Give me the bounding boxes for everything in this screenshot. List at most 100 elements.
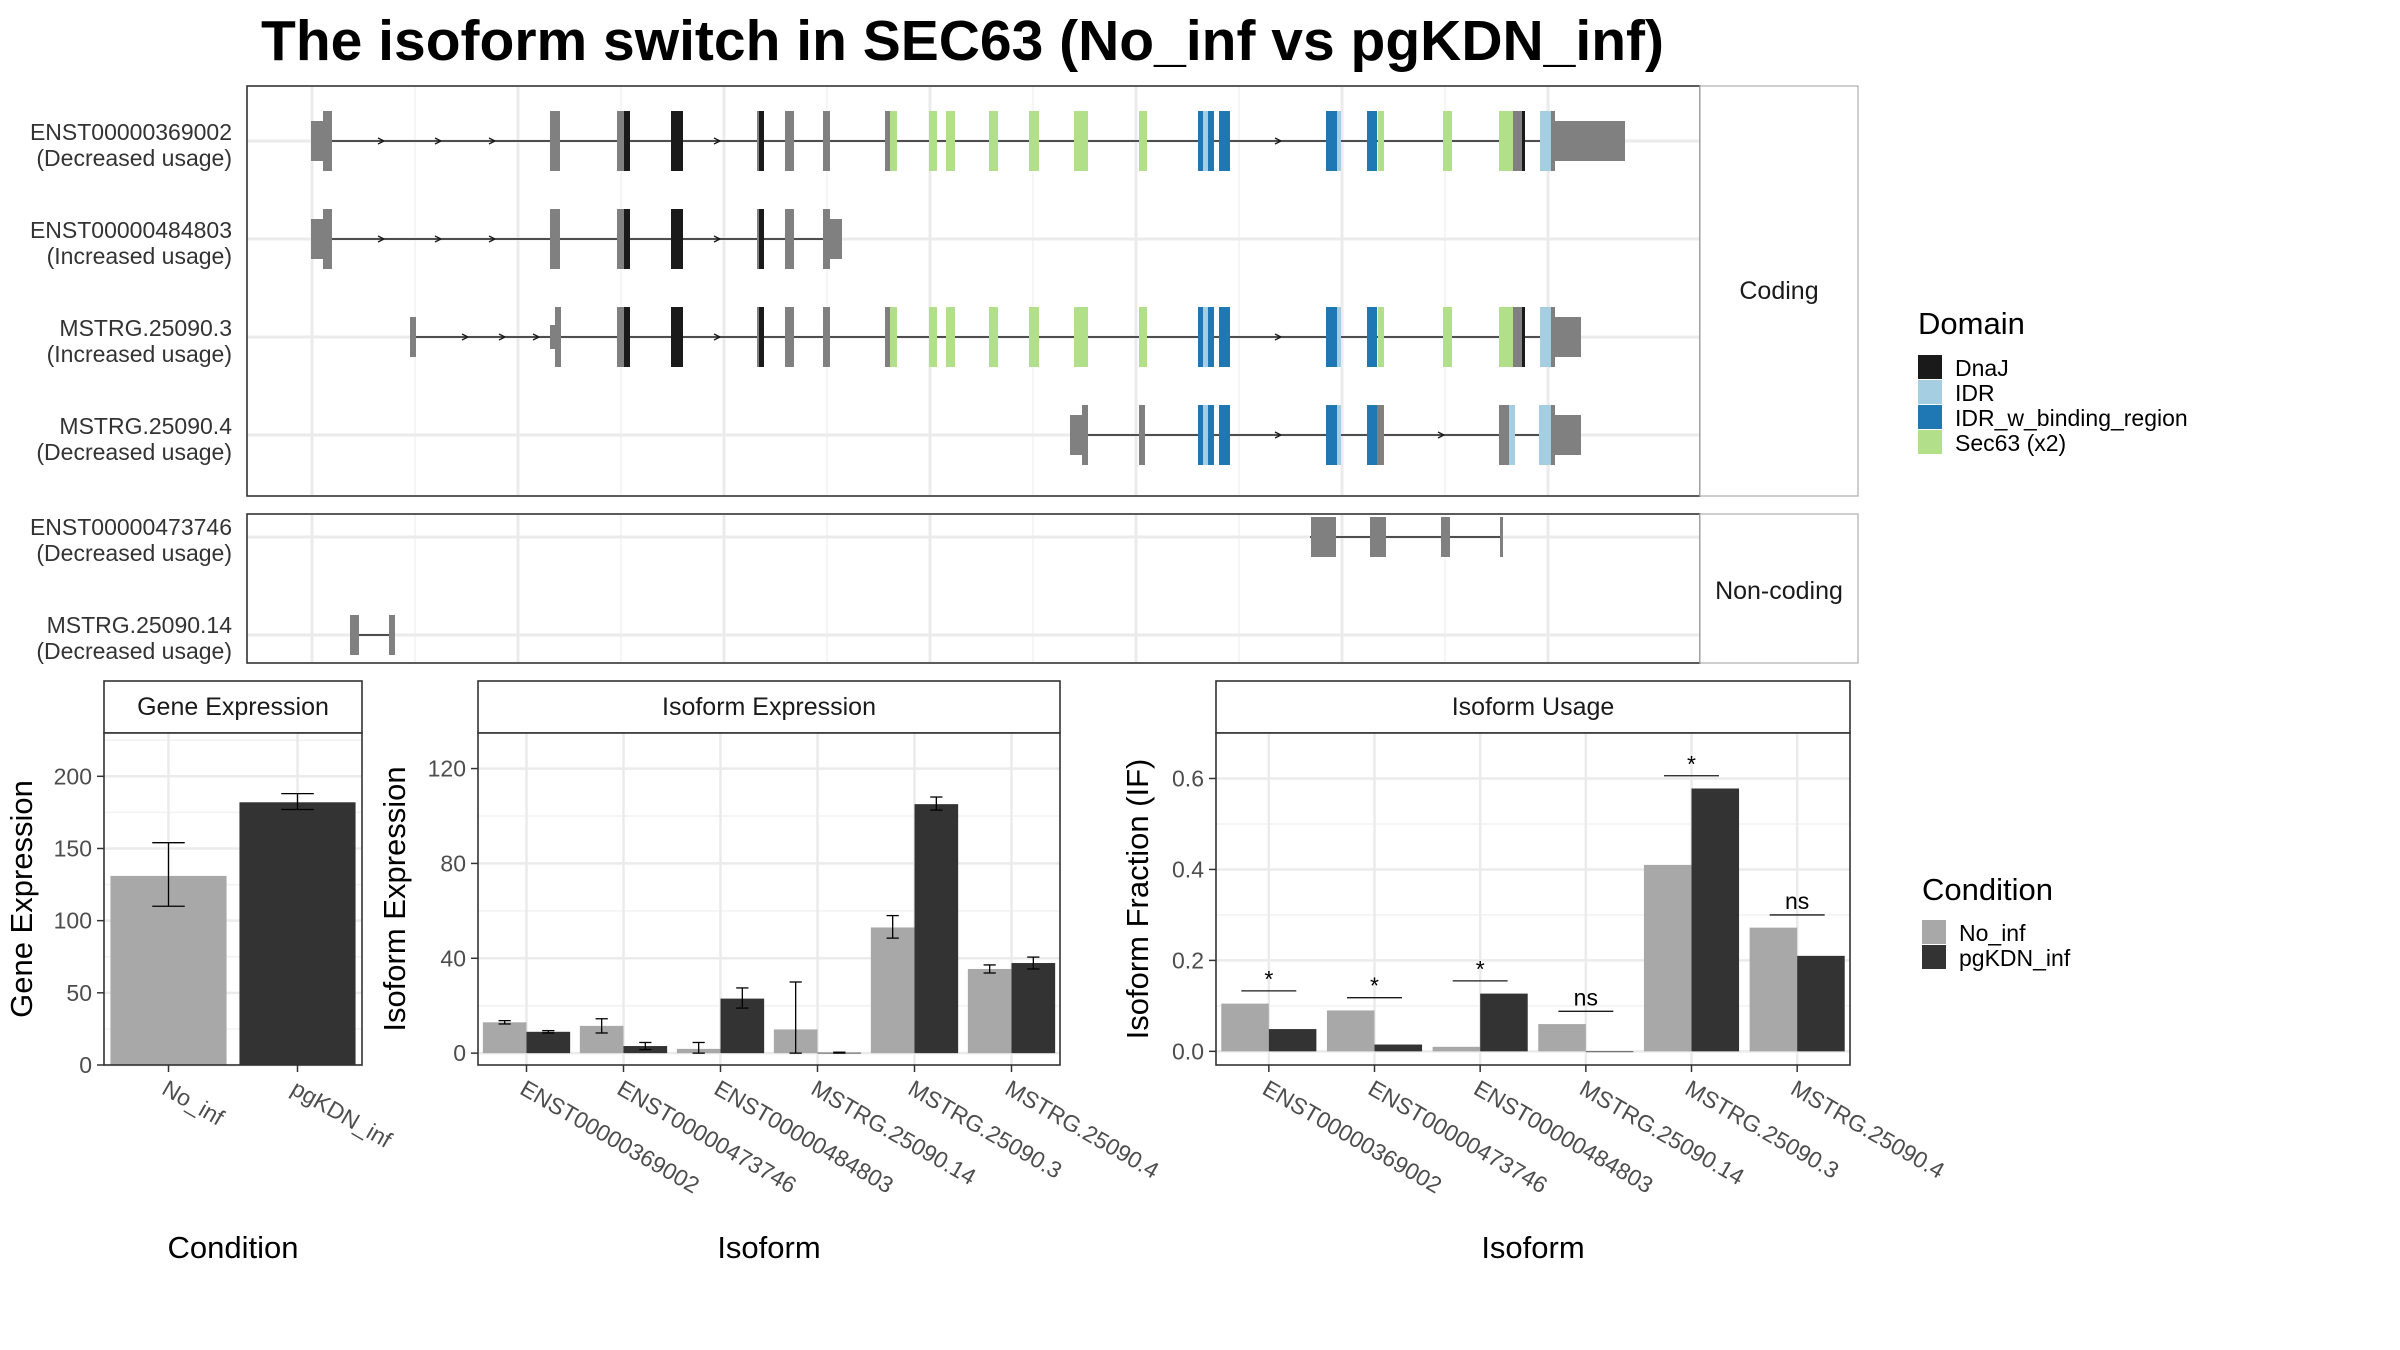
y-tick-label: 200 <box>54 763 92 789</box>
exon <box>1499 307 1513 367</box>
exon <box>946 307 955 367</box>
exon <box>946 111 955 171</box>
figure-title: The isoform switch in SEC63 (No_inf vs p… <box>261 9 1664 73</box>
transcript-usage: (Decreased usage) <box>36 145 232 171</box>
exon <box>1539 405 1552 465</box>
strand-arrow <box>377 137 386 145</box>
bar <box>1011 963 1056 1054</box>
exon <box>555 307 561 367</box>
exon <box>1082 405 1088 465</box>
plot-frame <box>477 732 1061 1066</box>
exon <box>1377 405 1384 465</box>
exon <box>1208 307 1214 367</box>
exon <box>1551 307 1555 367</box>
x-tick-label: ENST00000369002 <box>516 1075 704 1199</box>
exon <box>1029 111 1039 171</box>
transcript-usage: (Increased usage) <box>47 243 232 269</box>
strand-arrow <box>532 333 541 341</box>
exon <box>1367 405 1377 465</box>
exon <box>550 325 558 349</box>
legend-key-no-inf <box>1922 920 1946 944</box>
y-tick-label: 100 <box>54 908 92 934</box>
strand-arrow <box>713 333 722 341</box>
exon <box>1203 111 1208 171</box>
exon <box>989 307 998 367</box>
bar <box>1268 1029 1317 1052</box>
significance-label: ns <box>1574 984 1598 1010</box>
bar <box>1797 955 1845 1052</box>
exon <box>1326 405 1337 465</box>
exon <box>1198 307 1203 367</box>
exon <box>1509 405 1515 465</box>
exon <box>389 615 395 655</box>
exon <box>929 111 937 171</box>
exon <box>1198 405 1203 465</box>
exon <box>624 209 630 269</box>
bar <box>967 968 1012 1054</box>
legend-key-idr <box>1918 380 1942 404</box>
legend-key-sec63 <box>1918 430 1942 454</box>
exon <box>828 219 842 259</box>
exon <box>1203 307 1208 367</box>
exon <box>989 111 998 171</box>
exon <box>1208 405 1214 465</box>
exon <box>1499 111 1513 171</box>
bar <box>1432 1046 1481 1052</box>
exon <box>1370 517 1386 557</box>
exon <box>785 307 794 367</box>
exon <box>1337 405 1341 465</box>
exon <box>885 307 891 367</box>
significance-label: * <box>1687 751 1696 777</box>
isoform-usage-chart: Isoform Usage 0.0 0.2 0.4 0.6 * * * ns * ns ENST000… <box>1120 680 1949 1265</box>
y-tick-label: 120 <box>428 756 466 782</box>
x-tick-label: pgKDN_inf <box>287 1075 397 1153</box>
transcript-name: MSTRG.25090.14 <box>47 612 233 638</box>
exon <box>1378 307 1384 367</box>
strand-arrow <box>377 235 386 243</box>
bar <box>1585 1051 1634 1053</box>
exon <box>1513 111 1522 171</box>
exon <box>624 111 630 171</box>
bar <box>1691 788 1740 1052</box>
bar <box>1326 1010 1375 1052</box>
bar <box>870 927 915 1054</box>
exon <box>1522 111 1525 171</box>
isoform-structure-panels: Coding Non-coding ENST00000369002 (Decre… <box>30 85 1859 664</box>
chart-title: Gene Expression <box>137 693 329 721</box>
exon <box>1326 307 1337 367</box>
exon <box>350 615 359 655</box>
domain-legend: Domain DnaJ IDR IDR_w_binding_region Sec… <box>1918 306 2188 456</box>
condition-legend-title: Condition <box>1922 872 2053 907</box>
transcript-usage: (Decreased usage) <box>36 540 232 566</box>
exon <box>1441 517 1450 557</box>
bar <box>1480 993 1528 1052</box>
significance-label: ns <box>1785 888 1809 914</box>
legend-key-dnaj <box>1918 355 1942 379</box>
exon <box>1554 121 1625 161</box>
exon <box>1203 405 1208 465</box>
exon <box>1311 517 1336 557</box>
exon <box>1443 307 1452 367</box>
exon <box>929 307 937 367</box>
transcript-name: ENST00000369002 <box>30 119 232 145</box>
exon <box>1513 307 1522 367</box>
exon <box>1443 111 1452 171</box>
bar <box>1538 1024 1586 1052</box>
bar <box>526 1031 571 1054</box>
y-axis-title: Isoform Expression <box>377 766 412 1031</box>
bar <box>1374 1044 1423 1052</box>
exon <box>1540 111 1553 171</box>
chart-title-strip <box>1215 680 1851 734</box>
exon <box>1208 111 1214 171</box>
exon <box>1554 317 1581 357</box>
exon <box>550 209 560 269</box>
strand-arrow <box>488 137 497 145</box>
x-tick-label: ENST00000473746 <box>613 1075 801 1199</box>
exon <box>1139 111 1147 171</box>
transcript-models <box>311 111 1625 655</box>
chart-title: Isoform Expression <box>662 693 876 721</box>
exon <box>1029 307 1039 367</box>
strand-arrow <box>461 333 470 341</box>
exon <box>1337 307 1341 367</box>
exon <box>323 111 332 171</box>
